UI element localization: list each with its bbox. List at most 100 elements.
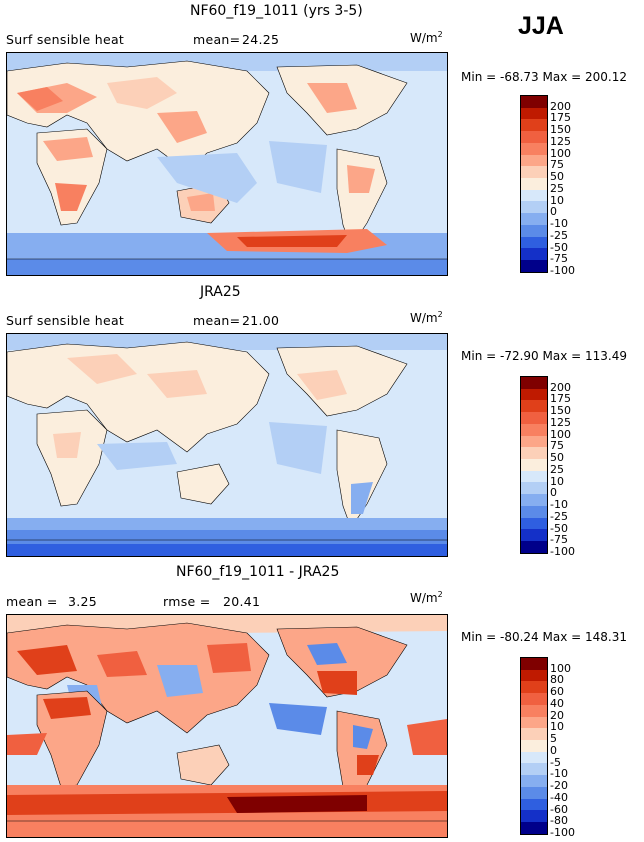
colorbar-tick-label: 125 (550, 415, 571, 429)
colorbar-tick-label: 150 (550, 123, 571, 137)
colorbar-tick-label: 200 (550, 99, 571, 113)
colorbar-tick-label: 0 (550, 743, 557, 757)
colorbar-swatch (521, 377, 547, 389)
colorbar-swatch (521, 669, 547, 682)
colorbar-swatch (521, 798, 547, 811)
colorbar-tick-label: -25 (550, 228, 568, 242)
panel3-mean-label: mean = (6, 594, 58, 609)
colorbar-tick-label: -10 (550, 767, 568, 781)
colorbar-tick-label: 200 (550, 380, 571, 394)
colorbar-swatch (521, 728, 547, 741)
colorbar-swatch (521, 224, 547, 237)
colorbar-swatch (521, 786, 547, 799)
colorbar-tick-label: -60 (550, 802, 568, 816)
panel2-title: JRA25 (200, 284, 241, 300)
colorbar-swatch (521, 96, 547, 108)
colorbar-swatch (521, 189, 547, 202)
colorbar-tick-label: -75 (550, 533, 568, 547)
colorbar-swatch (521, 248, 547, 261)
colorbar-tick-label: -50 (550, 240, 568, 254)
colorbar-swatch (521, 166, 547, 179)
colorbar-tick-label: -5 (550, 755, 561, 769)
panel3-map-image (7, 615, 447, 837)
colorbar-swatch (521, 154, 547, 167)
panel1-unit: W/m2 (410, 30, 443, 45)
panel2-colorbar (520, 376, 548, 554)
colorbar-tick-label: 75 (550, 439, 564, 453)
colorbar-swatch (521, 494, 547, 506)
colorbar-tick-label: 100 (550, 146, 571, 160)
colorbar-swatch (521, 681, 547, 694)
colorbar-swatch (521, 751, 547, 764)
colorbar-swatch (521, 412, 547, 424)
panel3-colorbar (520, 657, 548, 835)
colorbar-tick-label: 80 (550, 673, 564, 687)
colorbar-swatch (521, 400, 547, 413)
colorbar-swatch (521, 131, 547, 143)
colorbar-tick-label: 60 (550, 685, 564, 699)
colorbar-swatch (521, 716, 547, 729)
colorbar-tick-label: -100 (550, 826, 575, 839)
colorbar-tick-label: 100 (550, 427, 571, 441)
colorbar-swatch (521, 482, 547, 495)
colorbar-swatch (521, 201, 547, 214)
panel2-mean-label: mean= (193, 313, 241, 328)
panel3-map (6, 614, 448, 838)
panel2-map-image (7, 334, 447, 556)
colorbar-tick-label: 5 (550, 732, 557, 746)
panel2-map (6, 333, 448, 557)
colorbar-tick-label: -10 (550, 217, 568, 231)
colorbar-swatch (521, 447, 547, 460)
colorbar-swatch (521, 740, 547, 752)
colorbar-tick-label: -10 (550, 498, 568, 512)
colorbar-tick-label: 40 (550, 696, 564, 710)
panel3-rmse-value: 20.41 (223, 594, 261, 609)
colorbar-tick-label: 100 (550, 661, 571, 675)
colorbar-swatch (521, 119, 547, 132)
colorbar-tick-label: 10 (550, 193, 564, 207)
colorbar-swatch (521, 529, 547, 542)
colorbar-tick-label: 125 (550, 134, 571, 148)
season-label: JJA (518, 12, 564, 40)
colorbar-swatch (521, 775, 547, 787)
colorbar-tick-label: 50 (550, 170, 564, 184)
panel2-unit: W/m2 (410, 310, 443, 325)
colorbar-tick-label: 0 (550, 205, 557, 219)
colorbar-tick-label: 50 (550, 451, 564, 465)
panel3-rmse-label: rmse = (163, 594, 211, 609)
colorbar-tick-label: -20 (550, 779, 568, 793)
colorbar-tick-label: 175 (550, 111, 571, 125)
panel2-minmax: Min = -72.90 Max = 113.49 (461, 349, 628, 363)
colorbar-swatch (521, 704, 547, 717)
colorbar-swatch (521, 822, 547, 834)
colorbar-swatch (521, 107, 547, 120)
colorbar-swatch (521, 505, 547, 518)
colorbar-swatch (521, 470, 547, 483)
colorbar-tick-label: -50 (550, 521, 568, 535)
panel3-unit: W/m2 (410, 590, 443, 605)
panel1-colorbar (520, 95, 548, 273)
colorbar-tick-label: 75 (550, 158, 564, 172)
colorbar-tick-label: 25 (550, 462, 564, 476)
colorbar-tick-label: 150 (550, 404, 571, 418)
colorbar-swatch (521, 213, 547, 225)
panel1-mean-value: 24.25 (242, 32, 280, 47)
panel1-field-label: Surf sensible heat (6, 32, 125, 47)
colorbar-swatch (521, 178, 547, 190)
colorbar-swatch (521, 260, 547, 272)
colorbar-swatch (521, 517, 547, 530)
colorbar-tick-label: 175 (550, 392, 571, 406)
panel1-map (6, 52, 448, 276)
colorbar-tick-label: -100 (550, 545, 575, 558)
panel1-mean-label: mean= (193, 32, 241, 47)
colorbar-tick-label: 0 (550, 486, 557, 500)
panel1-title: NF60_f19_1011 (yrs 3-5) (190, 3, 363, 19)
colorbar-swatch (521, 435, 547, 448)
panel3-minmax: Min = -80.24 Max = 148.31 (461, 630, 628, 644)
panel1-map-image (7, 53, 447, 275)
colorbar-swatch (521, 459, 547, 471)
colorbar-tick-label: 20 (550, 708, 564, 722)
colorbar-tick-label: 10 (550, 720, 564, 734)
colorbar-tick-label: -40 (550, 790, 568, 804)
colorbar-tick-label: 25 (550, 181, 564, 195)
